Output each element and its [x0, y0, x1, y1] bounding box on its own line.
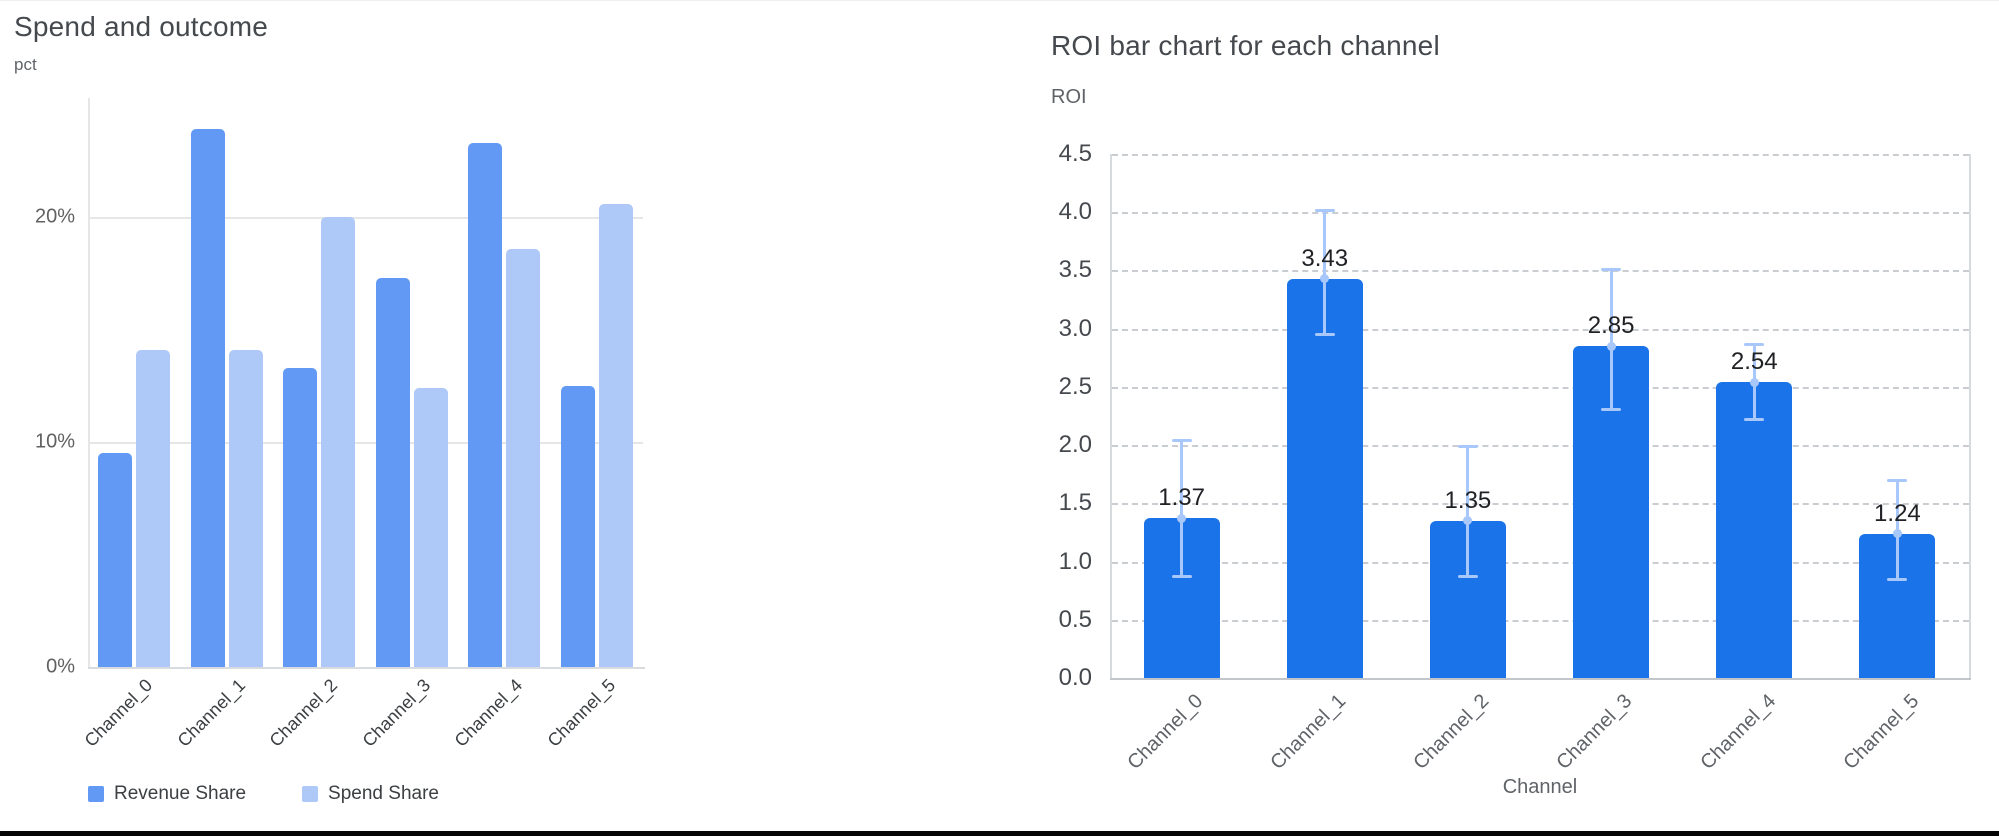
- spend-outcome-title: Spend and outcome: [14, 11, 269, 42]
- spend-share-swatch-icon: [302, 786, 319, 802]
- legend-item-spend-share[interactable]: Spend Share: [302, 783, 439, 805]
- error-cap-bottom-channel_0: [1171, 574, 1192, 578]
- roi-x-axis-title: Channel: [1502, 776, 1578, 798]
- spend_share-bar-channel_2[interactable]: [321, 217, 356, 667]
- y-tick-label: 0.0: [1058, 664, 1092, 691]
- y-gridline: [1112, 386, 1969, 389]
- y-gridline: [1112, 619, 1969, 622]
- error-cap-bottom-channel_2: [1457, 574, 1478, 578]
- y-tick-label: 20%: [34, 205, 75, 228]
- bar-value-label-channel_1: 3.43: [1301, 244, 1349, 272]
- spend_share-bar-channel_1[interactable]: [228, 349, 263, 667]
- y-gridline: [1112, 445, 1969, 448]
- y-gridline: [1112, 212, 1969, 215]
- plot-right-border: [1969, 154, 1971, 678]
- y-tick-label: 4.5: [1058, 140, 1092, 167]
- y-tick-label: 2.5: [1058, 372, 1092, 400]
- spend_share-bar-channel_3[interactable]: [413, 388, 448, 667]
- plot-left-border: [1110, 154, 1112, 678]
- spend_share-bar-channel_0[interactable]: [136, 349, 171, 667]
- y-tick-label: 0.5: [1058, 605, 1092, 633]
- y-gridline: [1112, 561, 1969, 564]
- error-marker-channel_0: [1177, 513, 1187, 523]
- y-tick-label: 3.5: [1058, 256, 1092, 284]
- revenue_share-bar-channel_5[interactable]: [560, 385, 595, 667]
- spend_share-bar-channel_4[interactable]: [506, 248, 541, 667]
- roi-bar-channel_4[interactable]: [1716, 382, 1793, 678]
- y-gridline: [1112, 154, 1969, 156]
- revenue_share-bar-channel_1[interactable]: [190, 129, 225, 667]
- roi-bar-channel_1[interactable]: [1286, 278, 1363, 678]
- spend-outcome-y-axis-title: pct: [14, 55, 37, 74]
- legend-item-revenue-share[interactable]: Revenue Share: [88, 783, 246, 805]
- y-tick-label: 1.5: [1058, 489, 1092, 517]
- error-bar-channel_1: [1323, 209, 1327, 335]
- error-marker-channel_2: [1463, 516, 1473, 526]
- y-tick-label: 3.0: [1058, 314, 1092, 342]
- bar-value-label-channel_5: 1.24: [1874, 499, 1921, 527]
- error-marker-channel_1: [1320, 274, 1330, 284]
- bar-value-label-channel_4: 2.54: [1730, 348, 1778, 376]
- bottom-divider: [0, 831, 1999, 836]
- error-cap-bottom-channel_1: [1314, 333, 1335, 337]
- revenue_share-bar-channel_0[interactable]: [98, 453, 133, 667]
- bar-value-label-channel_3: 2.85: [1587, 312, 1635, 340]
- bar-value-label-channel_2: 1.35: [1444, 486, 1492, 514]
- y-gridline: [88, 217, 643, 219]
- revenue-share-legend-label: Revenue Share: [114, 783, 247, 804]
- error-marker-channel_3: [1606, 341, 1616, 351]
- error-cap-top-channel_1: [1314, 208, 1335, 212]
- y-gridline: [1112, 270, 1969, 273]
- y-tick-label: 4.0: [1058, 198, 1092, 226]
- spend-share-legend-label: Spend Share: [328, 783, 439, 804]
- error-cap-bottom-channel_3: [1601, 408, 1622, 411]
- bar-value-label-channel_0: 1.37: [1158, 484, 1205, 512]
- error-bar-channel_3: [1609, 269, 1613, 409]
- x-tick-label-channel_2: Channel_2: [1409, 690, 1494, 774]
- x-axis-line: [1110, 678, 1971, 680]
- error-bar-channel_0: [1180, 440, 1184, 576]
- revenue_share-bar-channel_3[interactable]: [375, 277, 410, 667]
- top-divider: [0, 0, 1999, 1]
- spend_share-bar-channel_5[interactable]: [598, 203, 633, 667]
- y-axis-line: [88, 98, 90, 667]
- error-cap-top-channel_4: [1744, 342, 1765, 346]
- y-gridline: [1112, 503, 1969, 506]
- error-cap-top-channel_3: [1601, 268, 1622, 272]
- y-tick-label: 10%: [34, 430, 75, 453]
- x-tick-label-channel_0: Channel_0: [1123, 690, 1208, 774]
- error-marker-channel_5: [1892, 529, 1902, 539]
- error-cap-bottom-channel_5: [1887, 578, 1908, 582]
- error-cap-top-channel_5: [1887, 479, 1908, 483]
- y-tick-label: 0%: [46, 655, 75, 678]
- x-tick-label-channel_5: Channel_5: [1839, 690, 1923, 774]
- revenue_share-bar-channel_2[interactable]: [283, 367, 318, 667]
- roi-chart-title: ROI bar chart for each channel: [1051, 30, 1440, 61]
- revenue_share-bar-channel_4[interactable]: [468, 142, 503, 667]
- revenue-share-swatch-icon: [88, 786, 104, 802]
- y-tick-label: 1.0: [1058, 547, 1092, 575]
- y-tick-label: 2.0: [1058, 431, 1092, 459]
- x-tick-label-channel_4: Channel_4: [1695, 690, 1780, 774]
- error-cap-top-channel_0: [1171, 439, 1192, 443]
- x-tick-label-channel_3: Channel_3: [1552, 690, 1637, 774]
- x-tick-label-channel_1: Channel_1: [1266, 690, 1351, 774]
- y-gridline: [1112, 328, 1969, 331]
- error-cap-top-channel_2: [1457, 445, 1478, 449]
- x-axis-line: [88, 667, 645, 669]
- spend-outcome-legend: Revenue Share Spend Share: [88, 783, 439, 805]
- roi-y-axis-title: ROI: [1051, 86, 1087, 108]
- error-marker-channel_4: [1749, 377, 1759, 387]
- error-cap-bottom-channel_4: [1744, 418, 1765, 422]
- error-bar-channel_2: [1466, 446, 1470, 576]
- y-gridline: [88, 442, 643, 444]
